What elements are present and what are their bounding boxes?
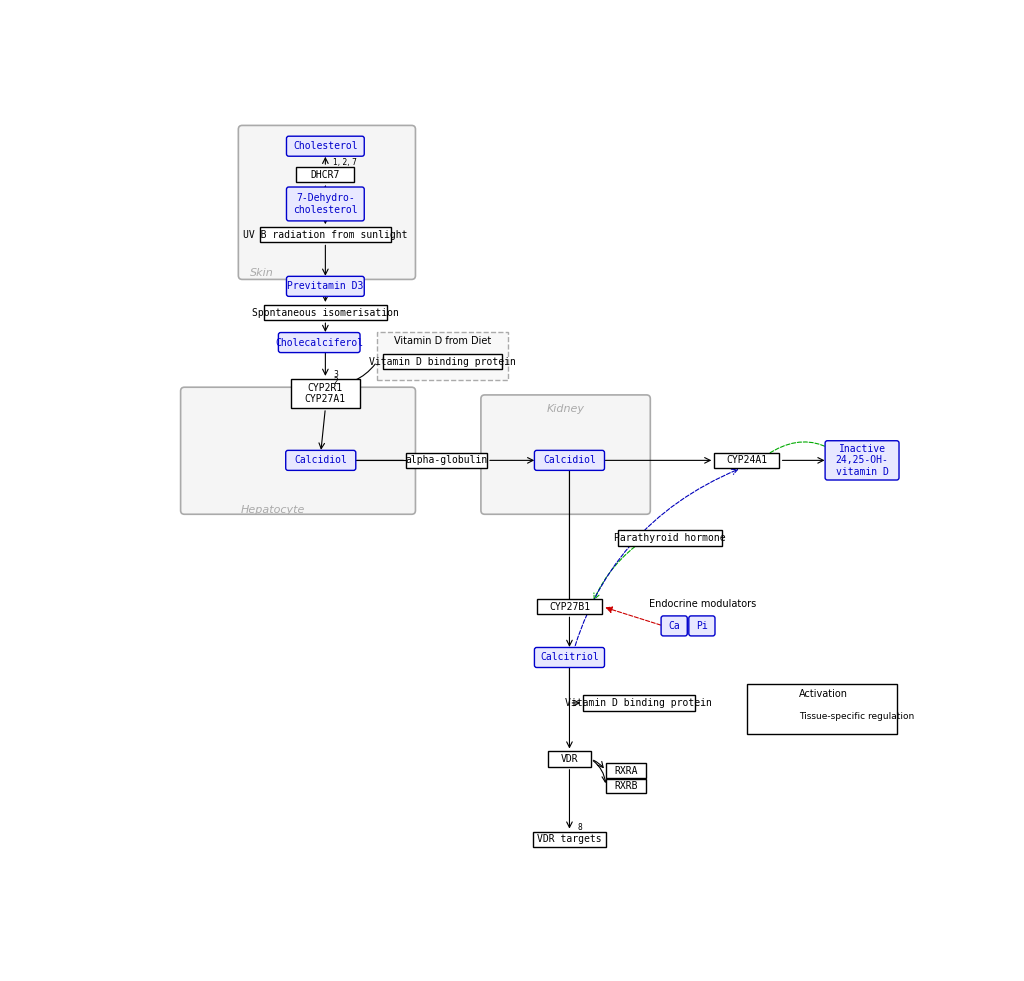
- FancyBboxPatch shape: [286, 450, 355, 470]
- FancyBboxPatch shape: [279, 333, 360, 352]
- Bar: [605, 763, 646, 778]
- FancyBboxPatch shape: [287, 187, 365, 221]
- Bar: [377, 332, 508, 380]
- Text: Kidney: Kidney: [547, 404, 585, 414]
- Bar: [605, 779, 646, 794]
- Text: Skin: Skin: [250, 268, 273, 278]
- FancyBboxPatch shape: [662, 616, 687, 636]
- Text: UV B radiation from sunlight: UV B radiation from sunlight: [243, 230, 408, 239]
- Bar: [714, 452, 779, 468]
- FancyBboxPatch shape: [481, 395, 650, 514]
- Text: Hepatocyte: Hepatocyte: [241, 505, 305, 515]
- Text: VDR targets: VDR targets: [538, 834, 602, 845]
- Bar: [532, 832, 606, 847]
- FancyBboxPatch shape: [287, 136, 365, 156]
- Text: Ca: Ca: [669, 621, 680, 631]
- FancyBboxPatch shape: [535, 450, 604, 470]
- Text: CYP24A1: CYP24A1: [726, 455, 767, 465]
- Text: Spontaneous isomerisation: Spontaneous isomerisation: [252, 307, 398, 318]
- Text: Inactive
24,25-OH-
vitamin D: Inactive 24,25-OH- vitamin D: [836, 443, 889, 477]
- Bar: [383, 354, 502, 369]
- Text: 3: 3: [333, 370, 338, 379]
- Text: Activation: Activation: [799, 689, 848, 698]
- Text: CYP27B1: CYP27B1: [549, 601, 590, 612]
- FancyBboxPatch shape: [535, 647, 604, 667]
- Bar: [583, 696, 694, 710]
- Text: Vitamin D from Diet: Vitamin D from Diet: [394, 336, 492, 345]
- Text: Parathyroid hormone: Parathyroid hormone: [613, 533, 725, 543]
- Text: VDR: VDR: [561, 754, 579, 764]
- FancyBboxPatch shape: [825, 440, 899, 480]
- Text: DHCR7: DHCR7: [310, 170, 340, 180]
- Bar: [548, 751, 591, 767]
- Text: Previtamin D3: Previtamin D3: [287, 282, 364, 291]
- Text: Endocrine modulators: Endocrine modulators: [649, 599, 757, 609]
- Text: Tissue-specific regulation: Tissue-specific regulation: [799, 712, 914, 721]
- Text: RXRA: RXRA: [614, 766, 637, 776]
- Bar: [297, 168, 354, 182]
- Bar: [537, 599, 602, 614]
- Bar: [291, 379, 360, 408]
- Bar: [746, 684, 897, 734]
- Text: 7-Dehydro-
cholesterol: 7-Dehydro- cholesterol: [293, 193, 357, 215]
- Text: Calcidiol: Calcidiol: [543, 455, 596, 465]
- FancyBboxPatch shape: [689, 616, 715, 636]
- Text: RXRB: RXRB: [614, 781, 637, 791]
- Text: 2: 2: [333, 378, 338, 387]
- Bar: [406, 452, 486, 468]
- FancyBboxPatch shape: [239, 126, 416, 280]
- Text: Pi: Pi: [696, 621, 708, 631]
- FancyBboxPatch shape: [287, 277, 365, 296]
- Bar: [264, 305, 387, 320]
- Text: alpha-globulin: alpha-globulin: [406, 455, 487, 465]
- Text: Vitamin D binding protein: Vitamin D binding protein: [369, 357, 516, 367]
- Text: Cholecalciferol: Cholecalciferol: [275, 337, 364, 347]
- Bar: [260, 227, 391, 242]
- Text: Calcidiol: Calcidiol: [294, 455, 347, 465]
- Text: 8: 8: [578, 823, 582, 832]
- Text: Vitamin D binding protein: Vitamin D binding protein: [565, 697, 713, 708]
- Text: Calcitriol: Calcitriol: [540, 652, 599, 662]
- Bar: [617, 531, 722, 545]
- Text: 1, 2, 7: 1, 2, 7: [333, 158, 357, 167]
- Text: CYP2R1
CYP27A1: CYP2R1 CYP27A1: [305, 383, 346, 404]
- Text: Cholesterol: Cholesterol: [293, 141, 357, 151]
- FancyBboxPatch shape: [180, 387, 416, 514]
